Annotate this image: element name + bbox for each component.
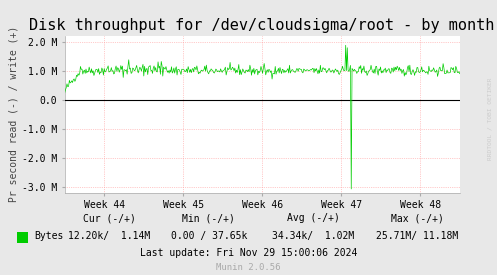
Text: 0.00 / 37.65k: 0.00 / 37.65k [170,231,247,241]
Text: Munin 2.0.56: Munin 2.0.56 [216,263,281,272]
Text: 12.20k/  1.14M: 12.20k/ 1.14M [68,231,151,241]
Text: 25.71M/ 11.18M: 25.71M/ 11.18M [376,231,459,241]
Text: 34.34k/  1.02M: 34.34k/ 1.02M [272,231,354,241]
Text: RRDTOOL / TOBI OETIKER: RRDTOOL / TOBI OETIKER [487,77,492,160]
Y-axis label: Pr second read (-) / write (+): Pr second read (-) / write (+) [9,26,19,202]
Text: Bytes: Bytes [34,231,63,241]
Text: Last update: Fri Nov 29 15:00:06 2024: Last update: Fri Nov 29 15:00:06 2024 [140,248,357,258]
Text: Max (-/+): Max (-/+) [391,213,444,223]
Text: Cur (-/+): Cur (-/+) [83,213,136,223]
Text: Avg (-/+): Avg (-/+) [287,213,339,223]
Text: Min (-/+): Min (-/+) [182,213,235,223]
Title: Disk throughput for /dev/cloudsigma/root - by month: Disk throughput for /dev/cloudsigma/root… [29,18,495,33]
